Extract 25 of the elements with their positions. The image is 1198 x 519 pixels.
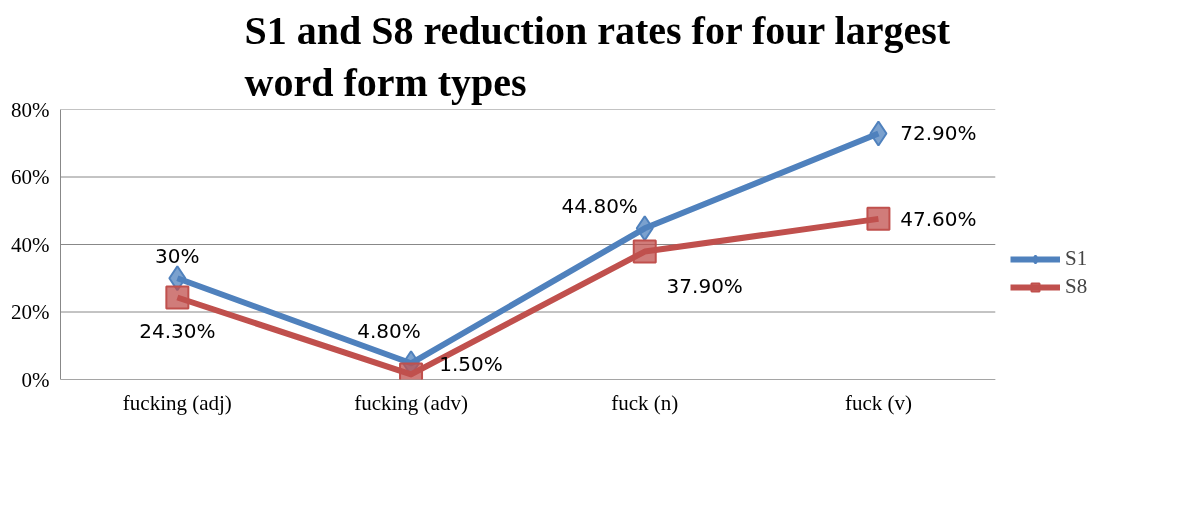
data-label: 37.90% — [666, 273, 743, 298]
y-tick-label: 40% — [11, 232, 50, 257]
y-tick-label: 0% — [21, 367, 50, 392]
chart-title: S1 and S8 reduction rates for four largest word form types — [244, 7, 951, 105]
data-label: 24.30% — [139, 319, 216, 344]
point — [632, 239, 657, 264]
data-label: 4.80% — [357, 319, 421, 344]
y-tick-label: 20% — [11, 300, 50, 324]
legend-label: S8 — [1065, 274, 1088, 299]
y-tick-label: 80% — [11, 97, 50, 122]
point — [869, 120, 888, 147]
data-label: 72.90% — [900, 121, 977, 146]
x-tick-label: fuck (v) — [844, 390, 912, 415]
x-tick-label: fuck (n) — [611, 390, 679, 415]
x-tick-label: fucking (adv) — [354, 390, 468, 415]
legend-label: S1 — [1065, 246, 1088, 271]
point — [866, 206, 891, 231]
y-tick-label: 60% — [11, 165, 50, 189]
data-label: 44.80% — [561, 194, 638, 219]
data-label: 47.60% — [900, 206, 977, 231]
data-label: 30% — [155, 244, 200, 269]
point — [635, 215, 654, 242]
point — [165, 285, 190, 310]
data-label: 1.50% — [439, 352, 503, 377]
x-tick-label: fucking (adj) — [122, 390, 232, 415]
